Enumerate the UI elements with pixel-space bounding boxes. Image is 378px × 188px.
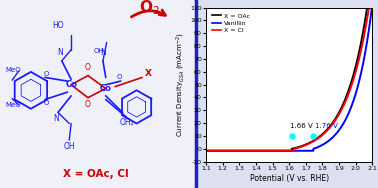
Text: O: O [44,100,50,106]
Text: N: N [57,48,63,57]
Text: HO: HO [52,21,64,30]
Text: O: O [85,99,91,108]
FancyBboxPatch shape [0,0,197,188]
Text: N: N [100,48,106,57]
Text: O$_2$: O$_2$ [139,0,160,17]
Text: MeO: MeO [6,102,21,108]
Text: OH₂: OH₂ [120,118,135,127]
Text: X: X [144,69,151,78]
Text: MeO: MeO [6,67,21,73]
Y-axis label: Current Density$_{GSA}$ (mAcm$^{-2}$): Current Density$_{GSA}$ (mAcm$^{-2}$) [175,32,187,137]
Text: OH: OH [94,49,104,55]
Text: O: O [44,70,50,77]
X-axis label: Potential (V vs. RHE): Potential (V vs. RHE) [249,174,329,183]
Text: N: N [53,114,59,123]
Text: X = OAc, Cl: X = OAc, Cl [63,169,128,179]
Text: 1.76 V: 1.76 V [315,123,338,129]
Text: O: O [85,63,91,72]
Text: 1.66 V: 1.66 V [290,123,313,129]
Text: O: O [117,74,122,80]
Text: Co: Co [65,80,77,89]
Text: OH: OH [64,142,75,151]
Text: Co: Co [100,84,112,93]
Legend: X = OAc, Vanillin, X = Cl: X = OAc, Vanillin, X = Cl [209,11,252,36]
